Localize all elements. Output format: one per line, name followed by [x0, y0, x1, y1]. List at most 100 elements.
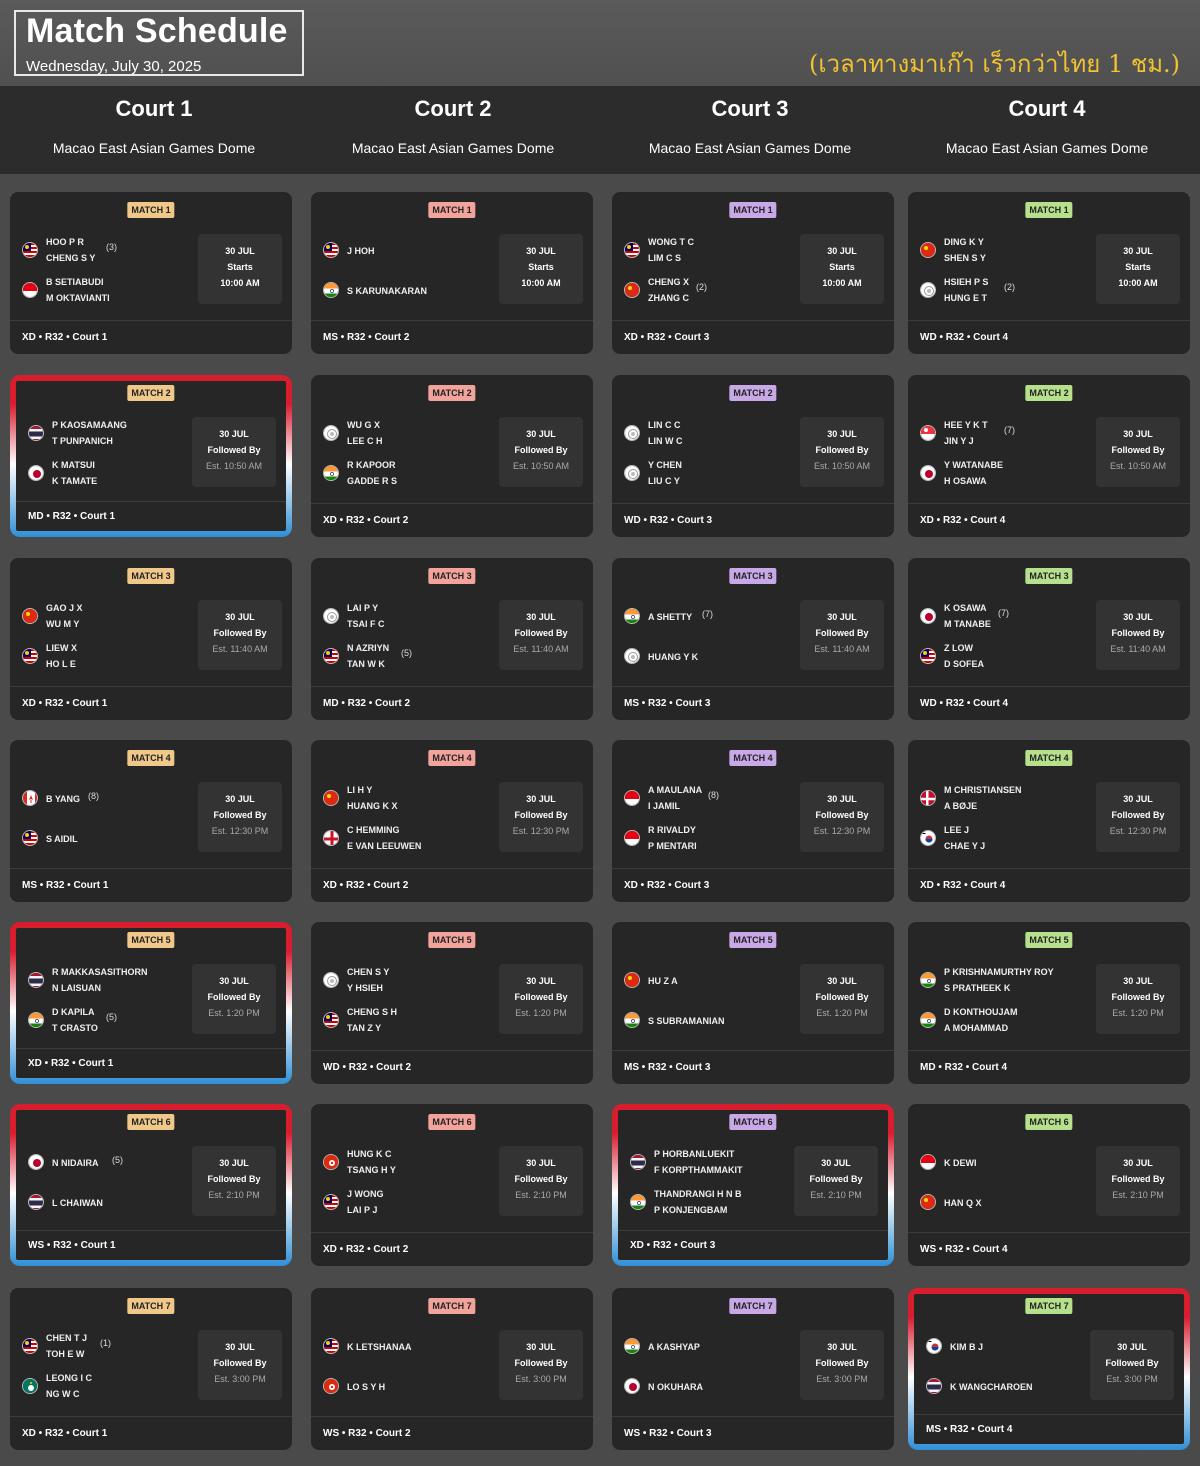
- china-flag-icon: [22, 608, 38, 624]
- court-venue: Macao East Asian Games Dome: [52, 140, 256, 156]
- match-footer: MS • R32 • Court 3: [612, 686, 894, 720]
- team-entry: S KARUNAKARAN: [323, 272, 503, 310]
- players-list: M CHRISTIANSEN A BØJE LEE J CHAE Y J: [920, 780, 1100, 860]
- time-date: 30 JUL: [526, 794, 556, 804]
- match-card[interactable]: MATCH 3 GAO J X WU M Y LIEW X HO L E 30 JUL Fo…: [10, 558, 292, 720]
- match-card[interactable]: MATCH 2 WU G X LEE C H R KAPOOR GADDE R S 30 …: [311, 375, 593, 537]
- player-name: P HORBANLUEKIT: [654, 1149, 735, 1159]
- players-list: P KAOSAMAANG T PUNPANICH K MATSUI K TAMATE: [28, 415, 208, 495]
- match-card[interactable]: MATCH 1 DING K Y SHEN S Y HSIEH P S HUNG E T…: [908, 192, 1190, 354]
- schedule-time-box: 30 JUL Followed By Est. 10:50 AM: [1096, 417, 1180, 487]
- match-card[interactable]: MATCH 6 HUNG K C TSANG H Y J WONG LAI P J 30 …: [311, 1104, 593, 1266]
- team-entry: HAN Q X: [920, 1184, 1100, 1222]
- match-card[interactable]: MATCH 6 P HORBANLUEKIT F KORPTHAMMAKIT THAN…: [612, 1104, 894, 1266]
- match-footer: XD • R32 • Court 1: [10, 686, 292, 720]
- match-card-body: MATCH 3 A SHETTY (7) HUANG Y K 30 JUL Followe…: [612, 558, 894, 720]
- team-entry: LAI P Y TSAI F C: [323, 598, 503, 636]
- match-card[interactable]: MATCH 1 WONG T C LIM C S CHENG X ZHANG C (2) 3…: [612, 192, 894, 354]
- match-card-body: MATCH 4 A MAULANA I JAMIL (8) R RIVALDY P MEN…: [612, 740, 894, 902]
- team-entry: THANDRANGI H N B P KONJENGBAM: [630, 1184, 810, 1222]
- time-date: 30 JUL: [219, 429, 249, 439]
- match-card[interactable]: MATCH 3 A SHETTY (7) HUANG Y K 30 JUL Followe…: [612, 558, 894, 720]
- match-footer: WD • R32 • Court 2: [311, 1050, 593, 1084]
- match-number-badge: MATCH 3: [1025, 568, 1073, 584]
- player-name: K MATSUI: [52, 460, 95, 470]
- time-status: Followed By: [213, 628, 267, 638]
- player-name: TSANG H Y: [347, 1165, 396, 1175]
- taipei-flag-icon: [920, 282, 936, 298]
- match-card[interactable]: MATCH 2 HEE Y K T JIN Y J (7) Y WATANABE H OS…: [908, 375, 1190, 537]
- match-card[interactable]: MATCH 4 A MAULANA I JAMIL (8) R RIVALDY P MEN…: [612, 740, 894, 902]
- team-entry: R MAKKASASITHORN N LAISUAN: [28, 962, 208, 1000]
- match-number-badge: MATCH 7: [428, 1298, 476, 1314]
- schedule-time-box: 30 JUL Followed By Est. 3:00 PM: [1090, 1330, 1174, 1400]
- team-entry: R RIVALDY P MENTARI: [624, 820, 804, 858]
- match-card[interactable]: MATCH 2 LIN C C LIN W C Y CHEN LIU C Y 30 JUL…: [612, 375, 894, 537]
- player-names: D KONTHOUJAM A MOHAMMAD: [944, 1004, 1018, 1036]
- schedule-time-box: 30 JUL Followed By Est. 2:10 PM: [1096, 1146, 1180, 1216]
- player-names: K WANGCHAROEN: [950, 1379, 1033, 1395]
- match-number-badge: MATCH 1: [428, 202, 476, 218]
- match-card[interactable]: MATCH 1 HOO P R CHENG S Y (3) B SETIABUDI M O…: [10, 192, 292, 354]
- player-name: N LAISUAN: [52, 983, 101, 993]
- match-card[interactable]: MATCH 1 J HOH S KARUNAKARAN 30 JUL Starts 10:…: [311, 192, 593, 354]
- match-card[interactable]: MATCH 4 M CHRISTIANSEN A BØJE LEE J CHAE Y J…: [908, 740, 1190, 902]
- match-card[interactable]: MATCH 6 K DEWI HAN Q X 30 JUL Followed By Est…: [908, 1104, 1190, 1266]
- match-card[interactable]: MATCH 7 KIM B J K WANGCHAROEN 30 JUL Followe…: [908, 1288, 1190, 1450]
- player-names: Y CHEN LIU C Y: [648, 457, 682, 489]
- time-status: Starts: [1125, 262, 1151, 272]
- match-card-body: MATCH 2 LIN C C LIN W C Y CHEN LIU C Y 30 JUL…: [612, 375, 894, 537]
- player-name: JIN Y J: [944, 436, 974, 446]
- time-time: 10:00 AM: [521, 278, 561, 288]
- player-name: LI H Y: [347, 785, 373, 795]
- player-name: K DEWI: [944, 1158, 977, 1168]
- singapore-flag-icon: [920, 425, 936, 441]
- player-names: S AIDIL: [46, 831, 78, 847]
- team-entry: HOO P R CHENG S Y (3): [22, 232, 202, 270]
- team-entry: Y WATANABE H OSAWA: [920, 455, 1100, 493]
- players-list: DING K Y SHEN S Y HSIEH P S HUNG E T (2): [920, 232, 1100, 312]
- team-entry: L CHAIWAN: [28, 1184, 208, 1222]
- match-card[interactable]: MATCH 7 K LETSHANAA LO S Y H 30 JUL Followed…: [311, 1288, 593, 1450]
- players-list: A SHETTY (7) HUANG Y K: [624, 598, 804, 678]
- schedule-time-box: 30 JUL Followed By Est. 10:50 AM: [800, 417, 884, 487]
- time-date: 30 JUL: [219, 1158, 249, 1168]
- match-number-badge: MATCH 6: [729, 1114, 777, 1130]
- match-number-badge: MATCH 4: [1025, 750, 1073, 766]
- match-card[interactable]: MATCH 4 LI H Y HUANG K X C HEMMING E VAN LEE…: [311, 740, 593, 902]
- match-card[interactable]: MATCH 4 B YANG (8) S AIDIL 30 JUL Followed By…: [10, 740, 292, 902]
- time-date: 30 JUL: [219, 976, 249, 986]
- team-entry: KIM B J: [926, 1328, 1106, 1366]
- match-card-body: MATCH 5 CHEN S Y Y HSIEH CHENG S H TAN Z Y 30…: [311, 922, 593, 1084]
- schedule-time-box: 30 JUL Followed By Est. 11:40 AM: [499, 600, 583, 670]
- match-card[interactable]: MATCH 7 CHEN T J TOH E W (1) LEONG I C NG W C…: [10, 1288, 292, 1450]
- indonesia-flag-icon: [22, 282, 38, 298]
- match-card[interactable]: MATCH 5 HU Z A S SUBRAMANIAN 30 JUL Followed…: [612, 922, 894, 1084]
- player-names: CHEN T J TOH E W: [46, 1330, 87, 1362]
- players-list: P KRISHNAMURTHY ROY S PRATHEEK K D KONTHOU…: [920, 962, 1100, 1042]
- match-card[interactable]: MATCH 7 A KASHYAP N OKUHARA 30 JUL Followed …: [612, 1288, 894, 1450]
- schedule-time-box: 30 JUL Followed By Est. 3:00 PM: [499, 1330, 583, 1400]
- player-name: LIM C S: [648, 253, 681, 263]
- match-footer: WS • R32 • Court 2: [311, 1416, 593, 1450]
- match-card[interactable]: MATCH 5 R MAKKASASITHORN N LAISUAN D KAPILA…: [10, 922, 292, 1084]
- match-card[interactable]: MATCH 3 LAI P Y TSAI F C N AZRIYN TAN W K (5)…: [311, 558, 593, 720]
- player-name: LAI P Y: [347, 603, 379, 613]
- player-name: P MENTARI: [648, 841, 697, 851]
- match-card[interactable]: MATCH 3 K OSAWA M TANABE (7) Z LOW D SOFEA 30 …: [908, 558, 1190, 720]
- team-entry: LO S Y H: [323, 1368, 503, 1406]
- team-entry: CHENG S H TAN Z Y: [323, 1002, 503, 1040]
- time-time: Est. 12:30 PM: [512, 826, 570, 836]
- schedule-time-box: 30 JUL Starts 10:00 AM: [198, 234, 282, 304]
- match-card[interactable]: MATCH 5 P KRISHNAMURTHY ROY S PRATHEEK K D …: [908, 922, 1190, 1084]
- team-entry: CHEN S Y Y HSIEH: [323, 962, 503, 1000]
- match-card-body: MATCH 1 HOO P R CHENG S Y (3) B SETIABUDI M O…: [10, 192, 292, 354]
- match-card[interactable]: MATCH 5 CHEN S Y Y HSIEH CHENG S H TAN Z Y 30…: [311, 922, 593, 1084]
- schedule-time-box: 30 JUL Followed By Est. 2:10 PM: [794, 1146, 878, 1216]
- malaysia-flag-icon: [624, 242, 640, 258]
- match-card[interactable]: MATCH 6 N NIDAIRA (5) L CHAIWAN 30 JUL Follow…: [10, 1104, 292, 1266]
- player-names: KIM B J: [950, 1339, 983, 1355]
- team-entry: B SETIABUDI M OKTAVIANTI: [22, 272, 202, 310]
- header-bar: Match Schedule Wednesday, July 30, 2025 …: [0, 0, 1200, 86]
